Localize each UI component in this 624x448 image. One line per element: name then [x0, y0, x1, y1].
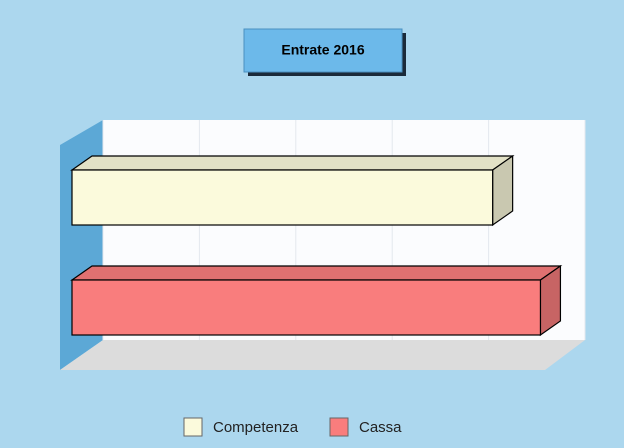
legend-swatch [329, 417, 349, 437]
bar [70, 154, 515, 227]
bar [70, 264, 563, 337]
legend: Competenza Cassa [183, 417, 402, 437]
bars [70, 154, 563, 337]
legend-label: Cassa [359, 419, 402, 436]
bar-front [71, 279, 542, 336]
bar-top [70, 155, 515, 171]
floor [60, 340, 585, 370]
bar-front [71, 169, 494, 226]
bar-top [70, 265, 563, 281]
chart-title: Entrate 2016 [281, 42, 364, 58]
legend-label: Competenza [213, 419, 299, 436]
title-box [243, 28, 403, 73]
legend-swatch [183, 417, 203, 437]
